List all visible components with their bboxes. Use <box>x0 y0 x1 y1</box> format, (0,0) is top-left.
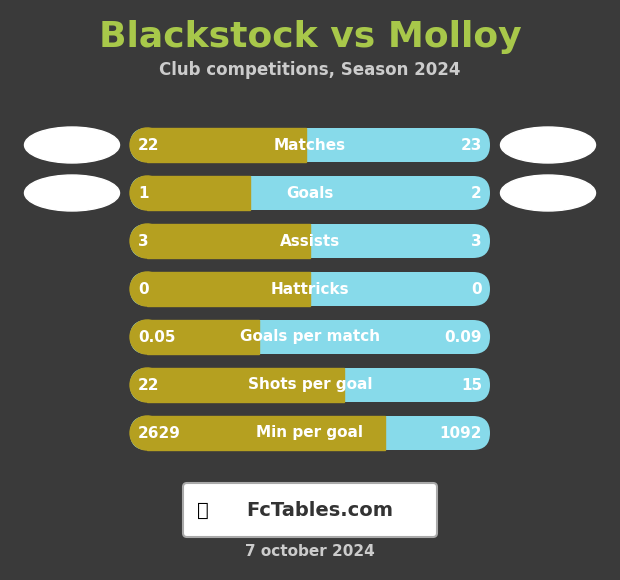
Text: 22: 22 <box>138 137 159 153</box>
Text: 0: 0 <box>471 281 482 296</box>
Circle shape <box>130 320 164 354</box>
Text: 1092: 1092 <box>440 426 482 440</box>
Bar <box>147 176 250 210</box>
Circle shape <box>130 224 164 258</box>
Text: 2629: 2629 <box>138 426 181 440</box>
FancyBboxPatch shape <box>130 224 490 258</box>
Text: 📊: 📊 <box>197 501 209 520</box>
Text: 2: 2 <box>471 186 482 201</box>
Circle shape <box>130 368 164 402</box>
FancyBboxPatch shape <box>130 272 490 306</box>
Text: 7 october 2024: 7 october 2024 <box>245 545 375 560</box>
Circle shape <box>130 416 164 450</box>
FancyBboxPatch shape <box>130 176 490 210</box>
FancyBboxPatch shape <box>130 368 490 402</box>
Text: 1: 1 <box>138 186 149 201</box>
Text: Matches: Matches <box>274 137 346 153</box>
Text: 15: 15 <box>461 378 482 393</box>
Ellipse shape <box>25 175 120 211</box>
FancyBboxPatch shape <box>183 483 437 537</box>
Bar <box>147 128 306 162</box>
Text: 0.09: 0.09 <box>445 329 482 345</box>
Text: 23: 23 <box>461 137 482 153</box>
Ellipse shape <box>500 127 595 163</box>
Text: Shots per goal: Shots per goal <box>248 378 372 393</box>
Ellipse shape <box>25 127 120 163</box>
Circle shape <box>130 176 164 210</box>
Text: Min per goal: Min per goal <box>257 426 363 440</box>
Text: Hattricks: Hattricks <box>271 281 349 296</box>
FancyBboxPatch shape <box>130 416 490 450</box>
Text: 0.05: 0.05 <box>138 329 175 345</box>
Ellipse shape <box>500 175 595 211</box>
Text: 0: 0 <box>138 281 149 296</box>
Bar <box>147 272 310 306</box>
Text: 22: 22 <box>138 378 159 393</box>
Text: Goals per match: Goals per match <box>240 329 380 345</box>
Bar <box>147 224 310 258</box>
Circle shape <box>130 128 164 162</box>
Circle shape <box>130 272 164 306</box>
Text: Goals: Goals <box>286 186 334 201</box>
FancyBboxPatch shape <box>130 320 490 354</box>
Text: FcTables.com: FcTables.com <box>247 501 394 520</box>
Text: 3: 3 <box>471 234 482 248</box>
Text: Assists: Assists <box>280 234 340 248</box>
Bar <box>147 416 384 450</box>
Text: 3: 3 <box>138 234 149 248</box>
Text: Blackstock vs Molloy: Blackstock vs Molloy <box>99 20 521 54</box>
Text: Club competitions, Season 2024: Club competitions, Season 2024 <box>159 61 461 79</box>
Bar <box>147 320 259 354</box>
Bar <box>147 368 344 402</box>
FancyBboxPatch shape <box>130 128 490 162</box>
